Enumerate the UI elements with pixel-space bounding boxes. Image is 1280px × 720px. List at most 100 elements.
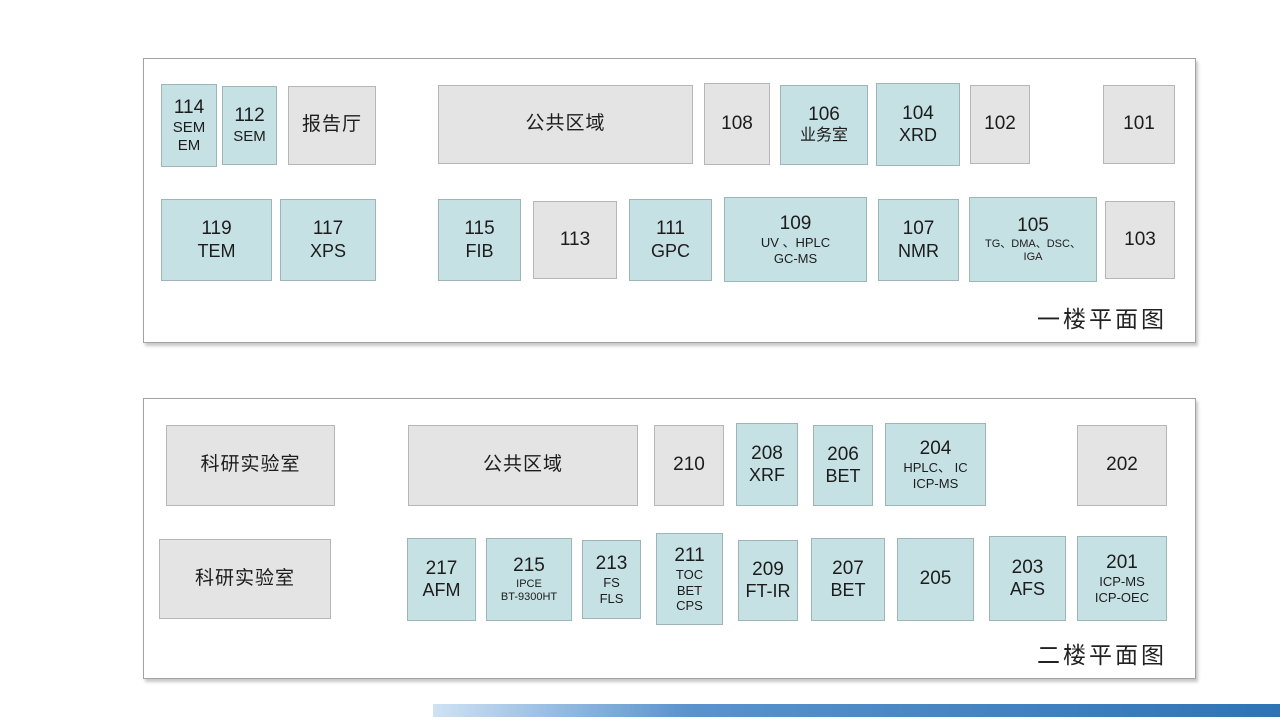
room-201-label: ICP-OEC: [1094, 589, 1150, 605]
room-105-label: 105: [1017, 215, 1049, 237]
room-113: 113: [533, 201, 617, 279]
room-202-label: 202: [1106, 454, 1138, 476]
room-217: 217 AFM: [407, 538, 476, 621]
room-201-label: ICP-MS: [1099, 574, 1145, 590]
room-114-label: 114: [173, 96, 205, 118]
room-206: 206 BET: [813, 425, 873, 506]
room-117-label: XPS: [309, 240, 347, 261]
room-105: 105 TG、DMA、DSC、 IGA: [969, 197, 1097, 282]
room-111-label: 111: [656, 218, 685, 240]
room-206-label: BET: [825, 466, 861, 487]
room-203-label: AFS: [1009, 579, 1045, 600]
room-213-label: 213: [595, 552, 628, 574]
room-111: 111 GPC: [629, 199, 712, 281]
room-115-label: FIB: [465, 240, 494, 261]
room-215: 215 IPCE BT-9300HT: [486, 538, 572, 621]
room-107: 107 NMR: [878, 199, 959, 281]
room-114-label: SEM: [172, 119, 206, 137]
room-115: 115 FIB: [438, 199, 521, 281]
room-208: 208 XRF: [736, 423, 798, 506]
room-119-label: 119: [201, 218, 232, 240]
room-213: 213 FS FLS: [582, 540, 641, 619]
room-public-area-2f-label: 公共区域: [482, 454, 563, 476]
room-public-area-2f: 公共区域: [408, 425, 638, 506]
room-217-label: AFM: [422, 580, 461, 601]
room-103: 103: [1105, 201, 1175, 279]
room-107-label: NMR: [898, 240, 939, 261]
room-204: 204 HPLC、 IC ICP-MS: [885, 423, 986, 506]
room-217-label: 217: [425, 557, 458, 579]
room-201-label: 201: [1106, 551, 1138, 573]
room-202: 202: [1077, 425, 1167, 506]
room-209-label: 209: [752, 558, 784, 580]
room-research-lab-b: 科研实验室: [159, 539, 331, 619]
room-114-label: EM: [177, 136, 201, 154]
room-115-label: 115: [464, 218, 495, 240]
room-208-label: 208: [751, 442, 783, 464]
room-112-label: SEM: [233, 127, 266, 145]
room-104: 104 XRD: [876, 83, 960, 166]
room-206-label: 206: [827, 443, 859, 465]
room-215-label: 215: [513, 555, 545, 577]
bottom-accent-bar: [433, 704, 1280, 717]
room-112: 112 SEM: [222, 86, 277, 165]
room-213-label: FLS: [599, 590, 624, 606]
room-113-label: 113: [559, 228, 591, 250]
room-lecture-hall: 报告厅: [288, 86, 376, 165]
room-106-label: 业务室: [799, 126, 848, 144]
room-207-label: 207: [832, 557, 864, 579]
room-215-label: IPCE: [516, 577, 542, 590]
room-research-lab-b-label: 科研实验室: [194, 567, 295, 589]
room-108-label: 108: [721, 112, 753, 134]
room-public-area-1f: 公共区域: [438, 85, 693, 164]
floor-2-panel: 201 ICP-MS ICP-OEC 203 AFS 205 207 BET 209 FT-IR 2…: [143, 398, 1196, 679]
room-207: 207 BET: [811, 538, 885, 621]
room-112-label: 112: [234, 105, 265, 127]
room-105-label: IGA: [1023, 250, 1043, 263]
room-103-label: 103: [1124, 228, 1156, 250]
room-public-area-1f-label: 公共区域: [525, 113, 606, 135]
room-210-label: 210: [673, 454, 705, 476]
room-215-label: BT-9300HT: [500, 590, 558, 603]
room-209: 209 FT-IR: [738, 540, 798, 621]
room-208-label: XRF: [749, 465, 785, 486]
room-205: 205: [897, 538, 974, 621]
room-109-label: 109: [779, 212, 812, 234]
room-209-label: FT-IR: [745, 581, 791, 602]
room-101: 101: [1103, 85, 1175, 164]
room-204-label: HPLC、 IC: [903, 460, 968, 476]
room-109-label: GC-MS: [773, 250, 818, 266]
room-203-label: 203: [1011, 556, 1044, 578]
room-111-label: GPC: [650, 240, 690, 261]
room-109: 109 UV 、HPLC GC-MS: [724, 197, 867, 282]
floor-1-label: 一楼平面图: [1037, 307, 1167, 332]
room-213-label: FS: [603, 575, 620, 591]
room-107-label: 107: [902, 218, 935, 240]
room-204-label: ICP-MS: [912, 475, 959, 491]
room-101-label: 101: [1123, 113, 1155, 135]
floor-2-label: 二楼平面图: [1037, 643, 1167, 668]
room-119: 119 TEM: [161, 199, 272, 281]
floor-1-panel: 103 105 TG、DMA、DSC、 IGA 107 NMR 109 UV 、HPLC GC-…: [143, 58, 1196, 343]
room-lecture-hall-label: 报告厅: [301, 114, 362, 136]
room-211-label: BET: [676, 582, 703, 598]
room-205-label: 205: [919, 568, 952, 590]
room-210: 210: [654, 425, 724, 506]
room-203: 203 AFS: [989, 536, 1066, 621]
room-109-label: UV 、HPLC: [760, 235, 831, 251]
room-211-label: TOC: [675, 567, 704, 583]
room-106: 106 业务室: [780, 85, 868, 165]
room-104-label: 104: [902, 102, 934, 124]
room-105-label: TG、DMA、DSC、: [985, 237, 1081, 250]
room-102: 102: [970, 85, 1030, 164]
room-104-label: XRD: [898, 125, 937, 146]
room-201: 201 ICP-MS ICP-OEC: [1077, 536, 1167, 621]
room-117-label: 117: [312, 218, 344, 240]
room-research-lab-a-label: 科研实验室: [200, 454, 301, 476]
room-research-lab-a: 科研实验室: [166, 425, 335, 506]
room-114: 114 SEM EM: [161, 84, 217, 167]
room-204-label: 204: [919, 437, 952, 459]
room-117: 117 XPS: [280, 199, 376, 281]
room-102-label: 102: [984, 113, 1016, 135]
room-211-label: 211: [674, 544, 705, 566]
